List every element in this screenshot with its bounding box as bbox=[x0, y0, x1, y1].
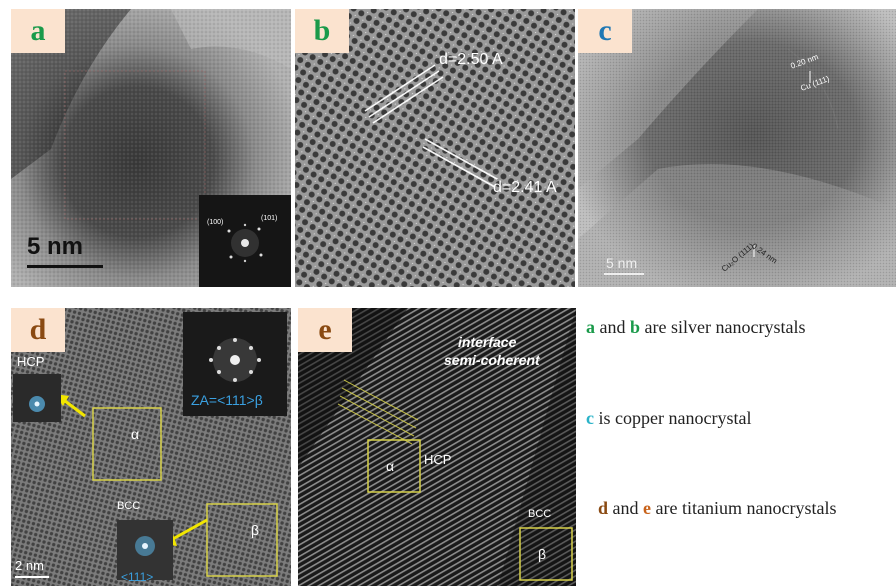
panel-c-letter: c bbox=[578, 9, 632, 53]
panel-a-image bbox=[11, 9, 291, 287]
panel-a-fft-label-100: (100) bbox=[207, 219, 224, 226]
panel-d-zone-label: <111> bbox=[121, 570, 154, 584]
panel-a-scale-bar bbox=[27, 265, 103, 268]
caption-copper-key-c: c bbox=[586, 408, 594, 428]
panel-d-letter: d bbox=[11, 308, 65, 352]
caption-copper: c is copper nanocrystal bbox=[586, 408, 751, 429]
panel-e-image bbox=[298, 308, 576, 586]
panel-d-zone-inset bbox=[117, 520, 173, 580]
panel-d-zone-pattern bbox=[117, 520, 173, 580]
panel-e-beta-label: β bbox=[538, 546, 547, 562]
caption-titanium-text: are titanium nanocrystals bbox=[651, 498, 837, 518]
panel-d-za-pattern bbox=[183, 312, 287, 416]
panel-e: e interface semi-coherent HCP α BCC β bbox=[298, 308, 576, 586]
panel-b-image bbox=[295, 9, 575, 287]
panel-b-d2-label: d=2.41 A bbox=[493, 179, 557, 196]
caption-titanium-key-e: e bbox=[643, 498, 652, 518]
panel-e-letter: e bbox=[298, 308, 352, 352]
panel-a-fft-pattern bbox=[199, 195, 291, 287]
panel-a-scale-bar-label: 5 nm bbox=[27, 233, 84, 260]
panel-d-bcc-label: BCC bbox=[117, 500, 141, 512]
panel-a-fft-label-101: (101) bbox=[261, 215, 278, 222]
panel-a: a 5 nm (100) (101) bbox=[11, 9, 291, 287]
caption-silver-text: are silver nanocrystals bbox=[640, 317, 806, 337]
panel-a-fft-inset: (100) (101) bbox=[199, 195, 291, 287]
caption-silver-key-a: a bbox=[586, 317, 595, 337]
panel-e-bcc-label: BCC bbox=[528, 508, 552, 520]
caption-silver-and: and bbox=[595, 317, 630, 337]
panel-d-za-label: ZA=<111>β bbox=[191, 392, 263, 408]
panel-c-image bbox=[578, 9, 896, 287]
caption-titanium-key-d: d bbox=[598, 498, 609, 518]
panel-d-hcp-pattern bbox=[13, 374, 61, 422]
panel-b-d1-label: d=2.50 A bbox=[439, 51, 503, 68]
caption-titanium-and: and bbox=[608, 498, 644, 518]
caption-silver-key-b: b bbox=[630, 317, 641, 337]
caption-copper-text: is copper nanocrystal bbox=[594, 408, 752, 428]
panel-d-scale-bar bbox=[15, 576, 49, 578]
panel-e-interface-line2: semi-coherent bbox=[444, 352, 540, 368]
panel-a-letter: a bbox=[11, 9, 65, 53]
panel-d-hcp-inset bbox=[13, 374, 61, 422]
panel-d: d ZA=<111>β HCP α BCC β <111> 2 nm bbox=[11, 308, 291, 586]
panel-e-interface-line1: interface bbox=[458, 334, 517, 350]
panel-d-scale-bar-label: 2 nm bbox=[15, 558, 44, 573]
panel-e-hcp-label: HCP bbox=[424, 452, 452, 467]
caption-titanium: d and e are titanium nanocrystals bbox=[598, 498, 836, 519]
panel-c: c 0.20 nm Cu (111) 0.24 nm Cu₂O (111) 5 … bbox=[578, 9, 896, 287]
panel-b: b d=2.50 A d=2.41 A bbox=[295, 9, 575, 287]
panel-d-za-inset: ZA=<111>β bbox=[183, 312, 287, 416]
panel-d-hcp-label: HCP bbox=[17, 354, 45, 369]
panel-d-beta-label: β bbox=[251, 522, 260, 538]
panel-d-alpha-label: α bbox=[131, 426, 140, 442]
panel-c-scale-bar-label: 5 nm bbox=[606, 255, 638, 271]
caption-silver: a and b are silver nanocrystals bbox=[586, 317, 805, 338]
panel-e-alpha-label: α bbox=[386, 458, 395, 474]
panel-b-letter: b bbox=[295, 9, 349, 53]
panel-c-scale-bar bbox=[604, 273, 644, 275]
